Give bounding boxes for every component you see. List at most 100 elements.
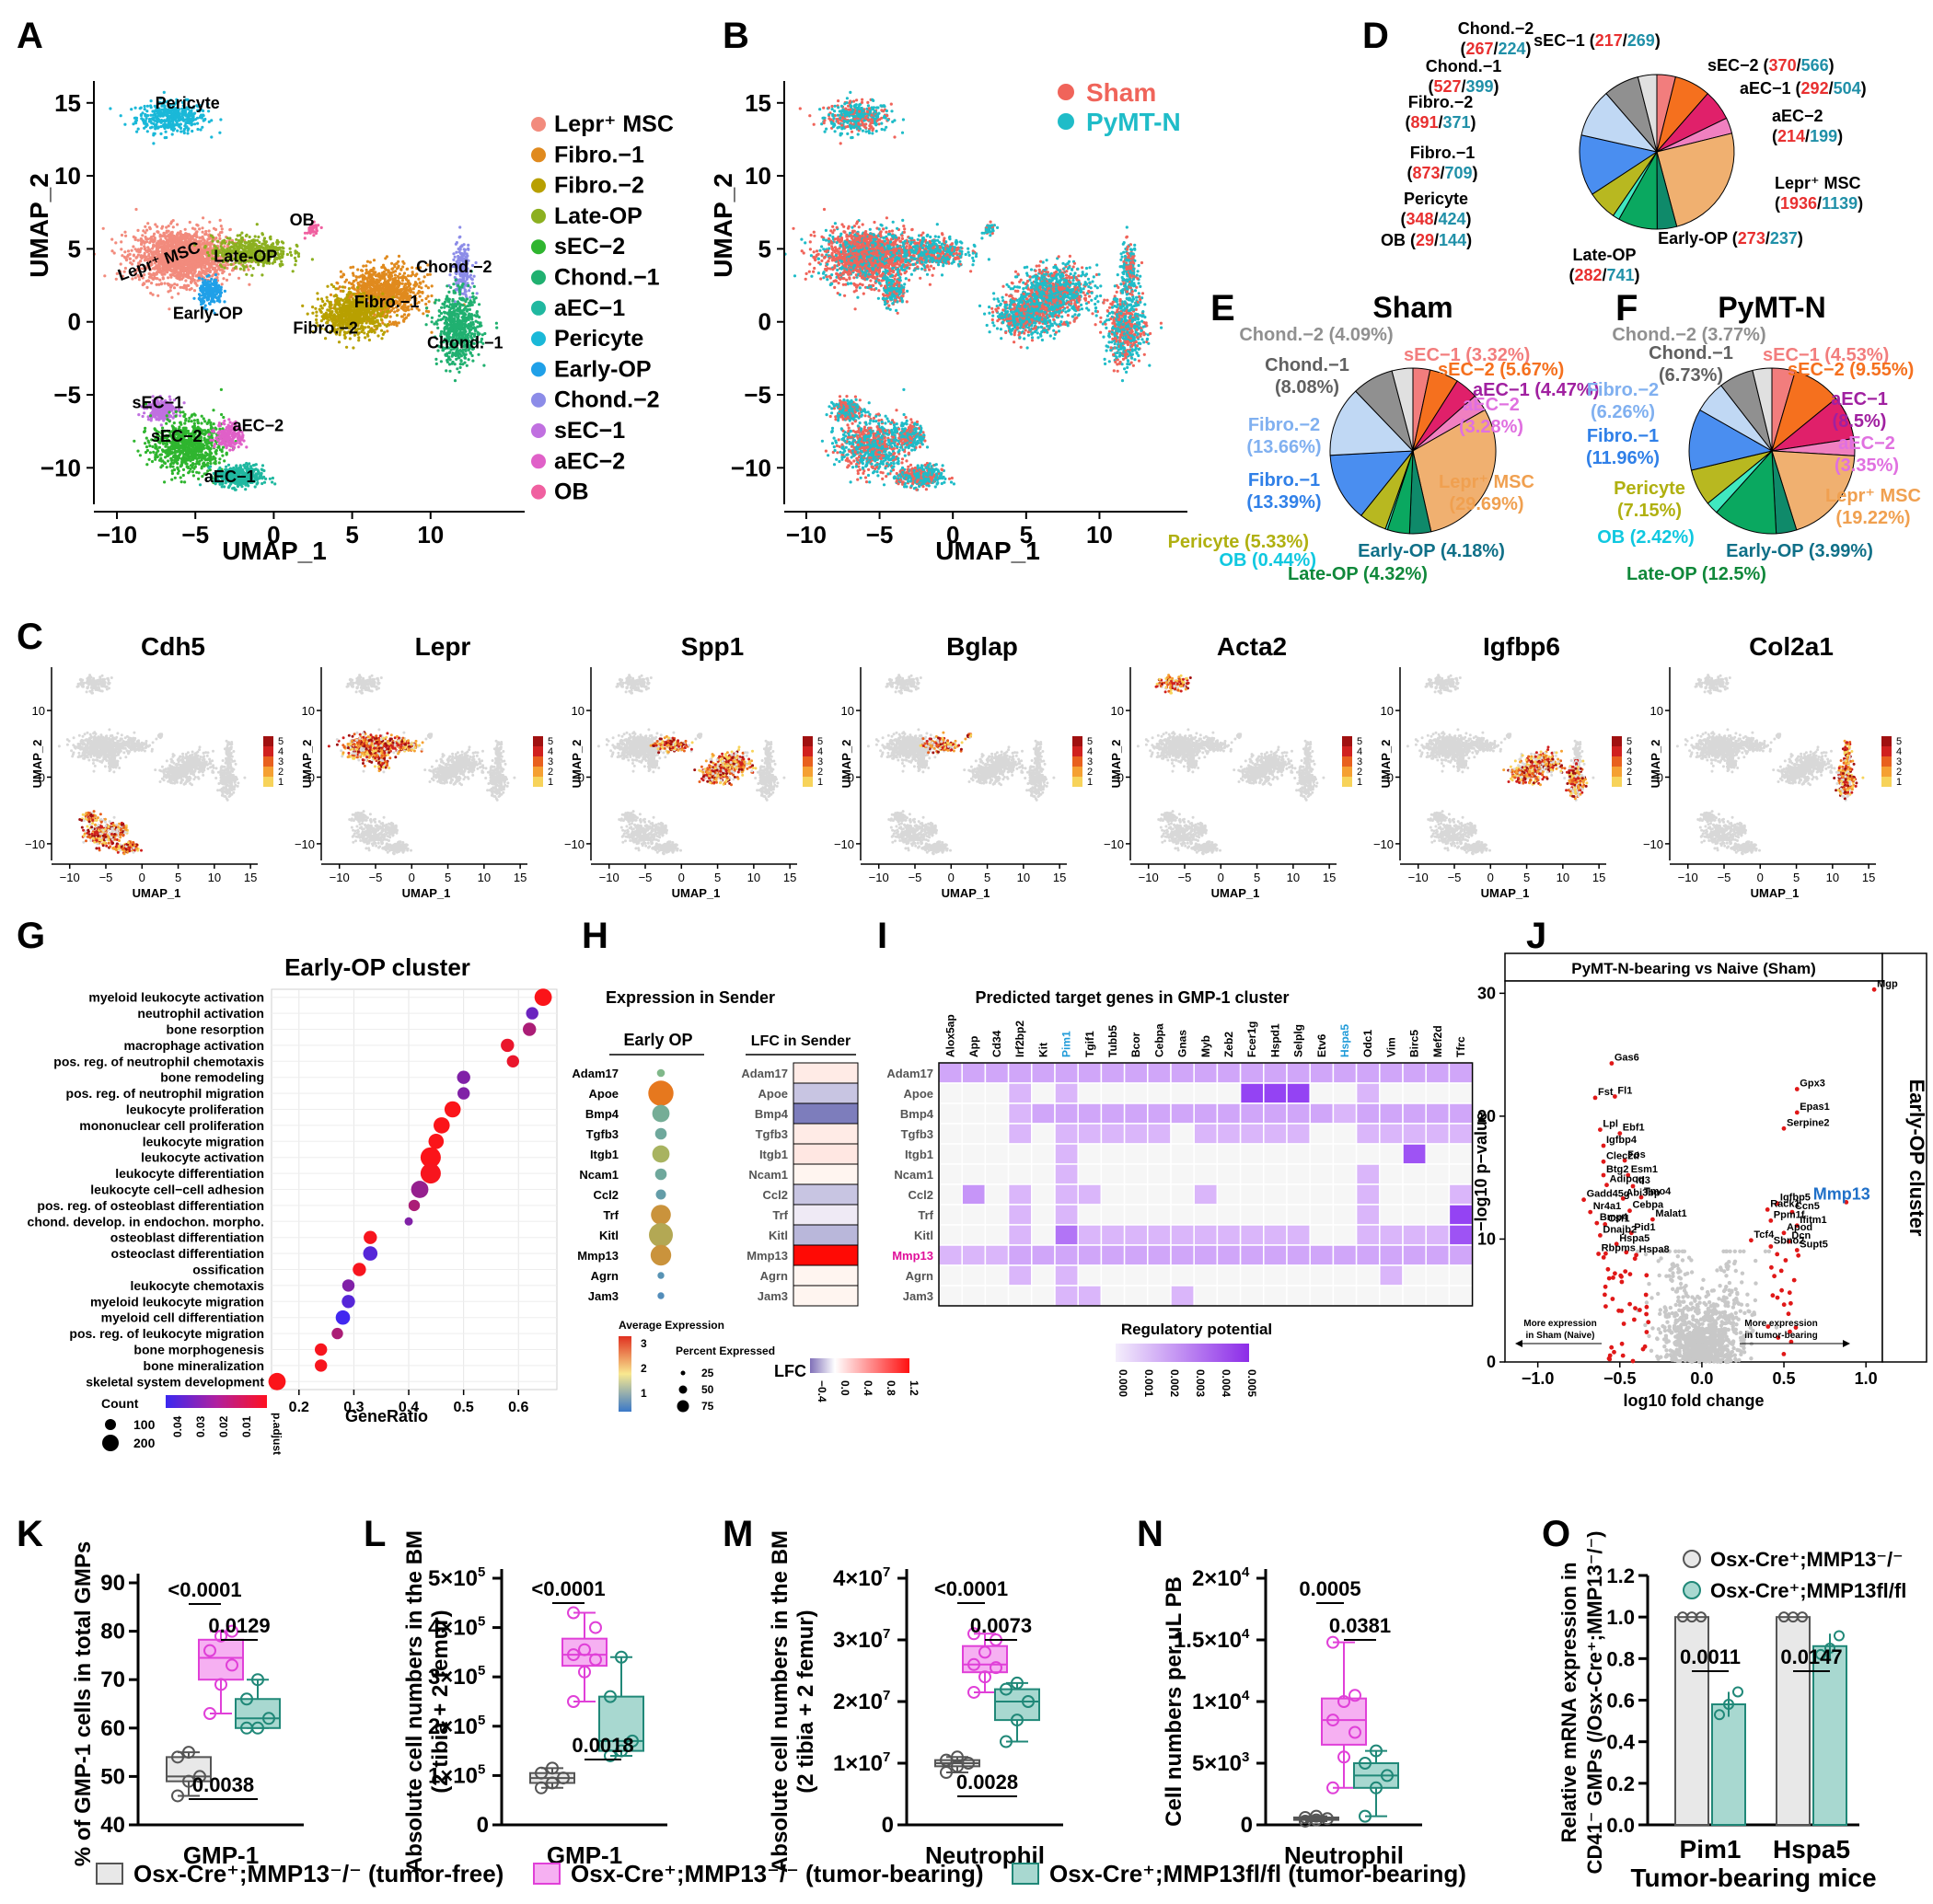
umap-point: [176, 283, 179, 286]
umap-point: [141, 234, 144, 237]
panel-label-e: E: [1210, 288, 1235, 329]
umap-point: [220, 225, 223, 227]
umap-point: [146, 130, 149, 133]
umap-point: [175, 120, 178, 122]
umap-point: [152, 117, 155, 120]
umap-point: [157, 125, 160, 128]
panel-label-i: I: [877, 916, 887, 956]
umap-point: [220, 231, 223, 234]
umap-point: [304, 237, 307, 239]
umap-point: [155, 116, 157, 119]
umap-point: [110, 238, 113, 241]
umap-point: [171, 121, 174, 124]
umap-point: [163, 125, 166, 128]
umap-point: [172, 225, 175, 228]
umap-point: [154, 223, 156, 225]
umap-point: [150, 99, 153, 102]
umap-point: [186, 132, 189, 134]
umap-point: [168, 122, 171, 125]
umap-point: [165, 131, 168, 133]
figure: A B C D E F G H I J K L M N O UMAP_1 UMA…: [0, 0, 1933, 1904]
umap-point: [196, 224, 199, 226]
umap-point: [237, 277, 240, 280]
umap-point: [154, 127, 156, 130]
umap-point: [202, 216, 204, 219]
umap-point: [154, 124, 156, 127]
panel-label-g: G: [17, 916, 45, 956]
umap-point: [154, 133, 156, 135]
umap-point: [137, 239, 140, 242]
umap-point: [129, 258, 132, 260]
umap-point: [144, 225, 146, 228]
umap-point: [137, 128, 140, 131]
umap-point: [173, 127, 176, 130]
panel-label-n: N: [1137, 1514, 1163, 1554]
umap-point: [306, 232, 308, 235]
umap-point: [134, 107, 137, 110]
umap-point: [146, 222, 149, 225]
umap-point: [129, 253, 132, 256]
panel-label-o: O: [1542, 1514, 1570, 1554]
umap-point: [146, 105, 149, 108]
umap-point: [210, 135, 213, 138]
umap-point: [176, 123, 179, 126]
umap-point: [179, 122, 182, 125]
umap-point: [312, 231, 315, 234]
umap-point: [191, 130, 193, 133]
umap-point: [208, 221, 211, 224]
umap-point: [200, 128, 203, 131]
umap-point: [201, 126, 203, 129]
umap-point: [154, 120, 156, 122]
umap-point: [148, 241, 151, 244]
umap-point: [153, 112, 156, 115]
umap-point: [201, 226, 203, 229]
umap-point: [162, 115, 165, 118]
umap-point: [208, 229, 211, 232]
umap-point: [182, 119, 185, 121]
umap-point: [170, 296, 173, 299]
panel-label-l: L: [364, 1514, 386, 1554]
umap-point: [164, 136, 167, 139]
umap-point: [150, 282, 153, 284]
panel-label-a: A: [17, 16, 43, 56]
umap-point: [168, 115, 170, 118]
panel-label-c: C: [17, 617, 43, 657]
umap-point: [226, 279, 228, 282]
umap-point: [202, 231, 204, 234]
umap-point: [145, 117, 148, 120]
umap-point: [152, 142, 155, 144]
umap-point: [171, 133, 174, 135]
umap-point: [184, 279, 187, 282]
umap-point: [203, 114, 205, 117]
panel-a-umap-clusters: UMAP_1 UMAP_2 −10 −5 0 5 10151050−5−10Pericy…: [25, 81, 674, 565]
umap-point: [159, 121, 162, 123]
umap-point: [192, 112, 195, 115]
umap-point: [159, 133, 162, 135]
panel-label-f: F: [1615, 288, 1638, 329]
umap-point: [176, 130, 179, 133]
umap-point: [186, 114, 189, 117]
umap-point: [168, 118, 170, 121]
umap-point: [203, 242, 205, 245]
panel-label-b: B: [723, 16, 749, 56]
umap-point: [157, 114, 160, 117]
umap-point: [144, 113, 146, 116]
umap-point: [218, 132, 221, 134]
umap-point: [143, 121, 145, 123]
umap-point: [189, 221, 191, 224]
umap-point: [109, 107, 111, 110]
umap-point: [177, 293, 179, 295]
umap-point: [193, 122, 196, 125]
umap-point: [153, 233, 156, 236]
umap-point: [156, 120, 158, 122]
umap-point: [221, 227, 224, 230]
umap-point: [114, 241, 117, 244]
umap-point: [140, 113, 143, 116]
umap-point: [179, 130, 182, 133]
umap-point: [173, 283, 176, 285]
umap-point: [203, 119, 206, 121]
umap-point: [110, 249, 113, 252]
umap-point: [131, 249, 133, 252]
umap-point: [123, 123, 126, 126]
panel-label-m: M: [723, 1514, 753, 1554]
